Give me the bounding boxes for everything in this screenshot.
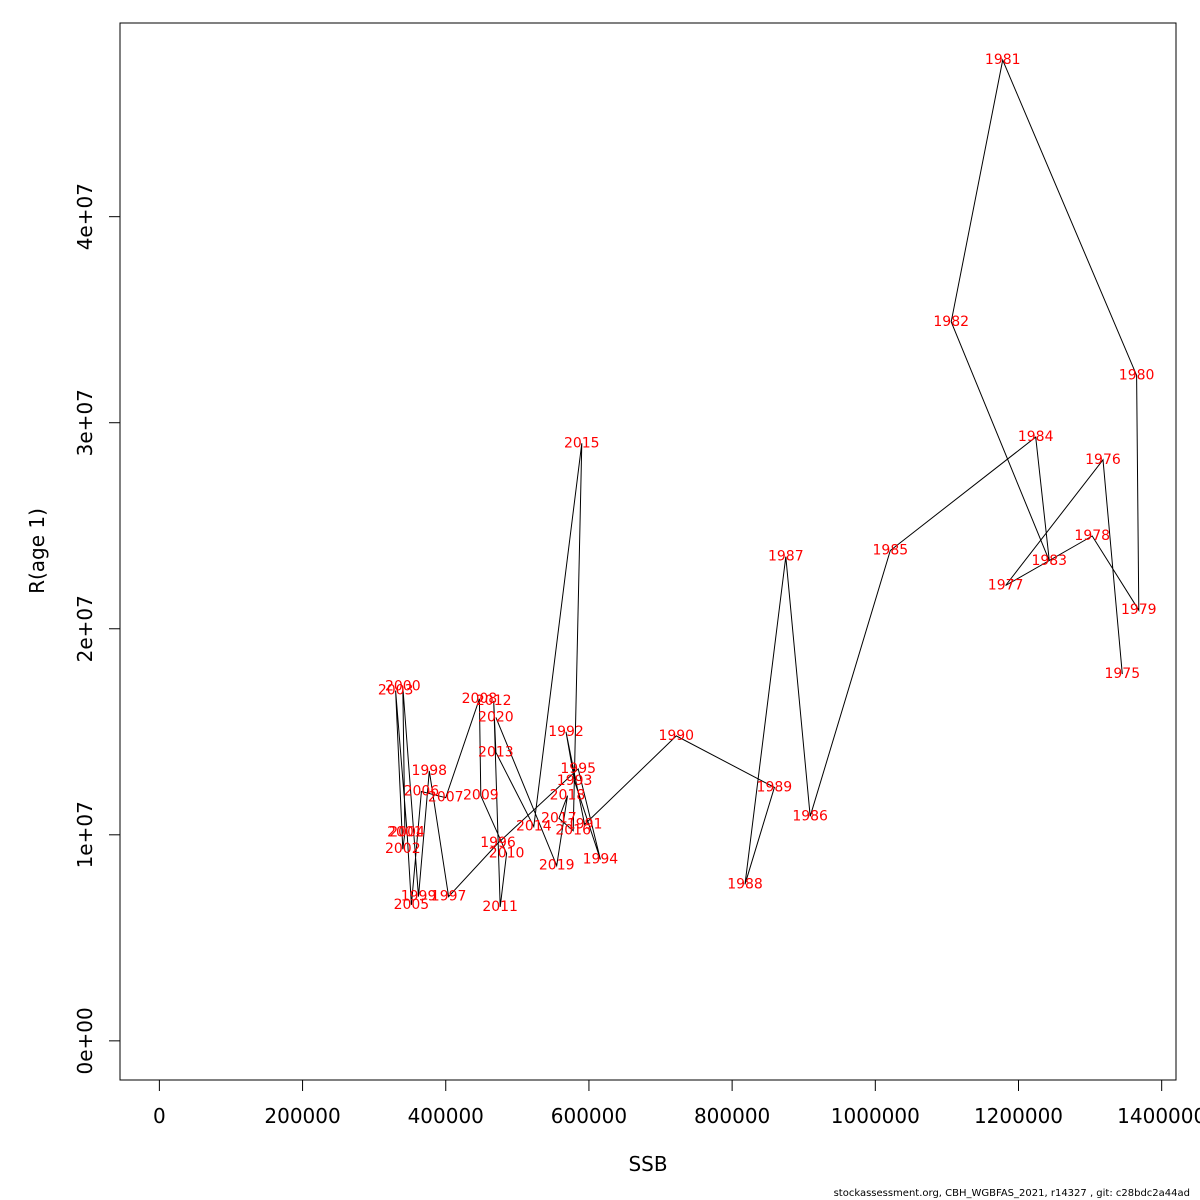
point-label-2014: 2014 [516, 819, 552, 835]
x-axis: 0 200000 400000 600000 800000 1000000 1200000 1… [153, 1079, 1200, 1128]
y-tick-label: 4e+07 [73, 183, 97, 250]
point-label-1985: 1985 [873, 542, 909, 558]
point-label-2005: 2005 [394, 897, 430, 913]
point-label-1980: 1980 [1119, 367, 1155, 383]
point-label-1976: 1976 [1085, 452, 1121, 468]
point-label-1999: 1999 [401, 889, 437, 905]
point-label-1977: 1977 [988, 577, 1024, 593]
point-label-1986: 1986 [792, 808, 828, 824]
y-tick-label: 1e+07 [73, 801, 97, 868]
point-label-1989: 1989 [757, 779, 793, 795]
point-label-2001: 2001 [387, 825, 423, 841]
point-label-1996: 1996 [480, 835, 516, 851]
point-label-2013: 2013 [478, 744, 514, 760]
y-axis-title: R(age 1) [25, 508, 49, 594]
point-label-1992: 1992 [548, 724, 584, 740]
point-label-2016: 2016 [555, 823, 591, 839]
series-line [395, 58, 1140, 907]
x-tick-label: 0 [153, 1104, 166, 1128]
point-label-1990: 1990 [658, 728, 694, 744]
point-label-1983: 1983 [1031, 553, 1067, 569]
point-label-1975: 1975 [1104, 666, 1140, 682]
plot-frame [119, 22, 1177, 1081]
point-label-1981: 1981 [985, 52, 1021, 68]
x-tick-label: 600000 [551, 1104, 627, 1128]
point-label-1984: 1984 [1018, 429, 1054, 445]
point-labels: 1975 1976 1977 1978 1979 1980 1981 1982 1983 1984… [378, 52, 1157, 915]
y-axis: 0e+00 1e+07 2e+07 3e+07 4e+07 [73, 183, 121, 1074]
footer-credit: stockassessment.org, CBH_WGBFAS_2021, r1… [833, 1188, 1190, 1199]
point-label-1994: 1994 [583, 852, 619, 868]
point-label-1978: 1978 [1074, 528, 1110, 544]
point-label-1982: 1982 [933, 314, 969, 330]
point-label-2019: 2019 [539, 858, 575, 874]
x-tick-label: 1400000 [1117, 1104, 1200, 1128]
point-label-2007: 2007 [428, 790, 464, 806]
point-label-1998: 1998 [411, 763, 447, 779]
y-tick-label: 0e+00 [73, 1007, 97, 1074]
point-label-2012: 2012 [476, 693, 512, 709]
point-label-1997: 1997 [431, 889, 467, 905]
point-label-2020: 2020 [478, 709, 514, 725]
y-tick-label: 3e+07 [73, 389, 97, 456]
x-tick-label: 1000000 [831, 1104, 920, 1128]
point-label-2004: 2004 [389, 825, 425, 841]
point-label-2018: 2018 [550, 788, 586, 804]
point-label-2017: 2017 [541, 810, 577, 826]
point-label-2008: 2008 [462, 691, 498, 707]
y-tick-label: 2e+07 [73, 595, 97, 662]
point-label-2003: 2003 [378, 683, 414, 699]
point-label-2006: 2006 [404, 784, 440, 800]
point-label-1988: 1988 [727, 876, 763, 892]
point-label-2015: 2015 [564, 435, 600, 451]
point-label-1979: 1979 [1121, 602, 1157, 618]
x-tick-label: 200000 [264, 1104, 340, 1128]
point-label-2009: 2009 [463, 788, 499, 804]
point-label-1995: 1995 [560, 761, 596, 777]
point-label-2010: 2010 [489, 845, 525, 861]
point-label-1987: 1987 [768, 549, 804, 565]
point-label-2000: 2000 [385, 678, 421, 694]
point-label-1993: 1993 [557, 773, 593, 789]
point-label-1991: 1991 [567, 817, 603, 833]
x-tick-label: 400000 [408, 1104, 484, 1128]
x-tick-label: 1200000 [974, 1104, 1063, 1128]
point-label-2002: 2002 [385, 841, 421, 857]
x-axis-title: SSB [628, 1152, 667, 1176]
x-tick-label: 800000 [694, 1104, 770, 1128]
point-label-2011: 2011 [482, 899, 518, 915]
